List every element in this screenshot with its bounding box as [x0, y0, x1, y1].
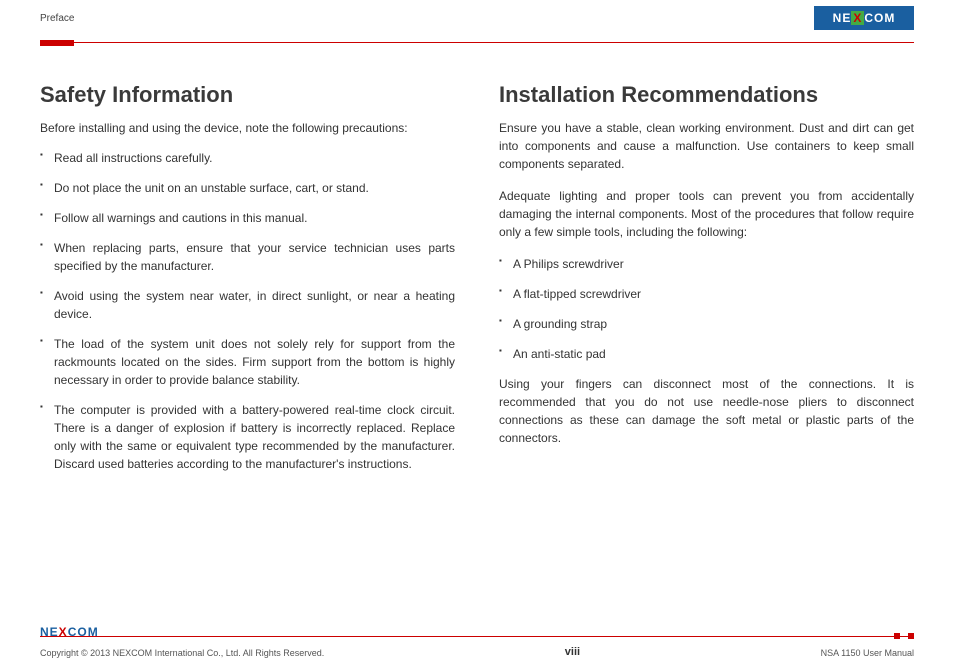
logo-x-icon: X [853, 11, 862, 25]
install-para-1: Ensure you have a stable, clean working … [499, 119, 914, 173]
left-column: Safety Information Before installing and… [40, 78, 455, 485]
footer-rule [40, 634, 914, 640]
header-rule [40, 40, 914, 46]
safety-heading: Safety Information [40, 78, 455, 111]
list-item: Read all instructions carefully. [40, 149, 455, 167]
page-footer: Copyright © 2013 NEXCOM International Co… [40, 646, 914, 658]
logo-mid: X [851, 11, 864, 25]
list-item: Follow all warnings and cautions in this… [40, 209, 455, 227]
list-item: When replacing parts, ensure that your s… [40, 239, 455, 275]
install-para-2: Adequate lighting and proper tools can p… [499, 187, 914, 241]
logo-left: NE [833, 11, 852, 25]
list-item: The computer is provided with a battery-… [40, 401, 455, 473]
list-item: Do not place the unit on an unstable sur… [40, 179, 455, 197]
install-heading: Installation Recommendations [499, 78, 914, 111]
list-item: A Philips screwdriver [499, 255, 914, 273]
safety-bullet-list: Read all instructions carefully. Do not … [40, 149, 455, 473]
list-item: A grounding strap [499, 315, 914, 333]
copyright-text: Copyright © 2013 NEXCOM International Co… [40, 648, 324, 658]
list-item: The load of the system unit does not sol… [40, 335, 455, 389]
doc-title: NSA 1150 User Manual [821, 648, 914, 658]
list-item: Avoid using the system near water, in di… [40, 287, 455, 323]
list-item: An anti-static pad [499, 345, 914, 363]
right-column: Installation Recommendations Ensure you … [499, 78, 914, 485]
tools-bullet-list: A Philips screwdriver A flat-tipped scre… [499, 255, 914, 363]
page-header: Preface NEXCOM [0, 0, 954, 40]
page-content: Safety Information Before installing and… [0, 46, 954, 495]
install-para-3: Using your fingers can disconnect most o… [499, 375, 914, 447]
brand-logo: NEXCOM [814, 6, 914, 30]
list-item: A flat-tipped screwdriver [499, 285, 914, 303]
safety-intro: Before installing and using the device, … [40, 119, 455, 137]
page-number: viii [565, 646, 580, 658]
logo-right: COM [864, 11, 895, 25]
logo-text: NEXCOM [833, 11, 896, 25]
section-label: Preface [40, 13, 74, 24]
